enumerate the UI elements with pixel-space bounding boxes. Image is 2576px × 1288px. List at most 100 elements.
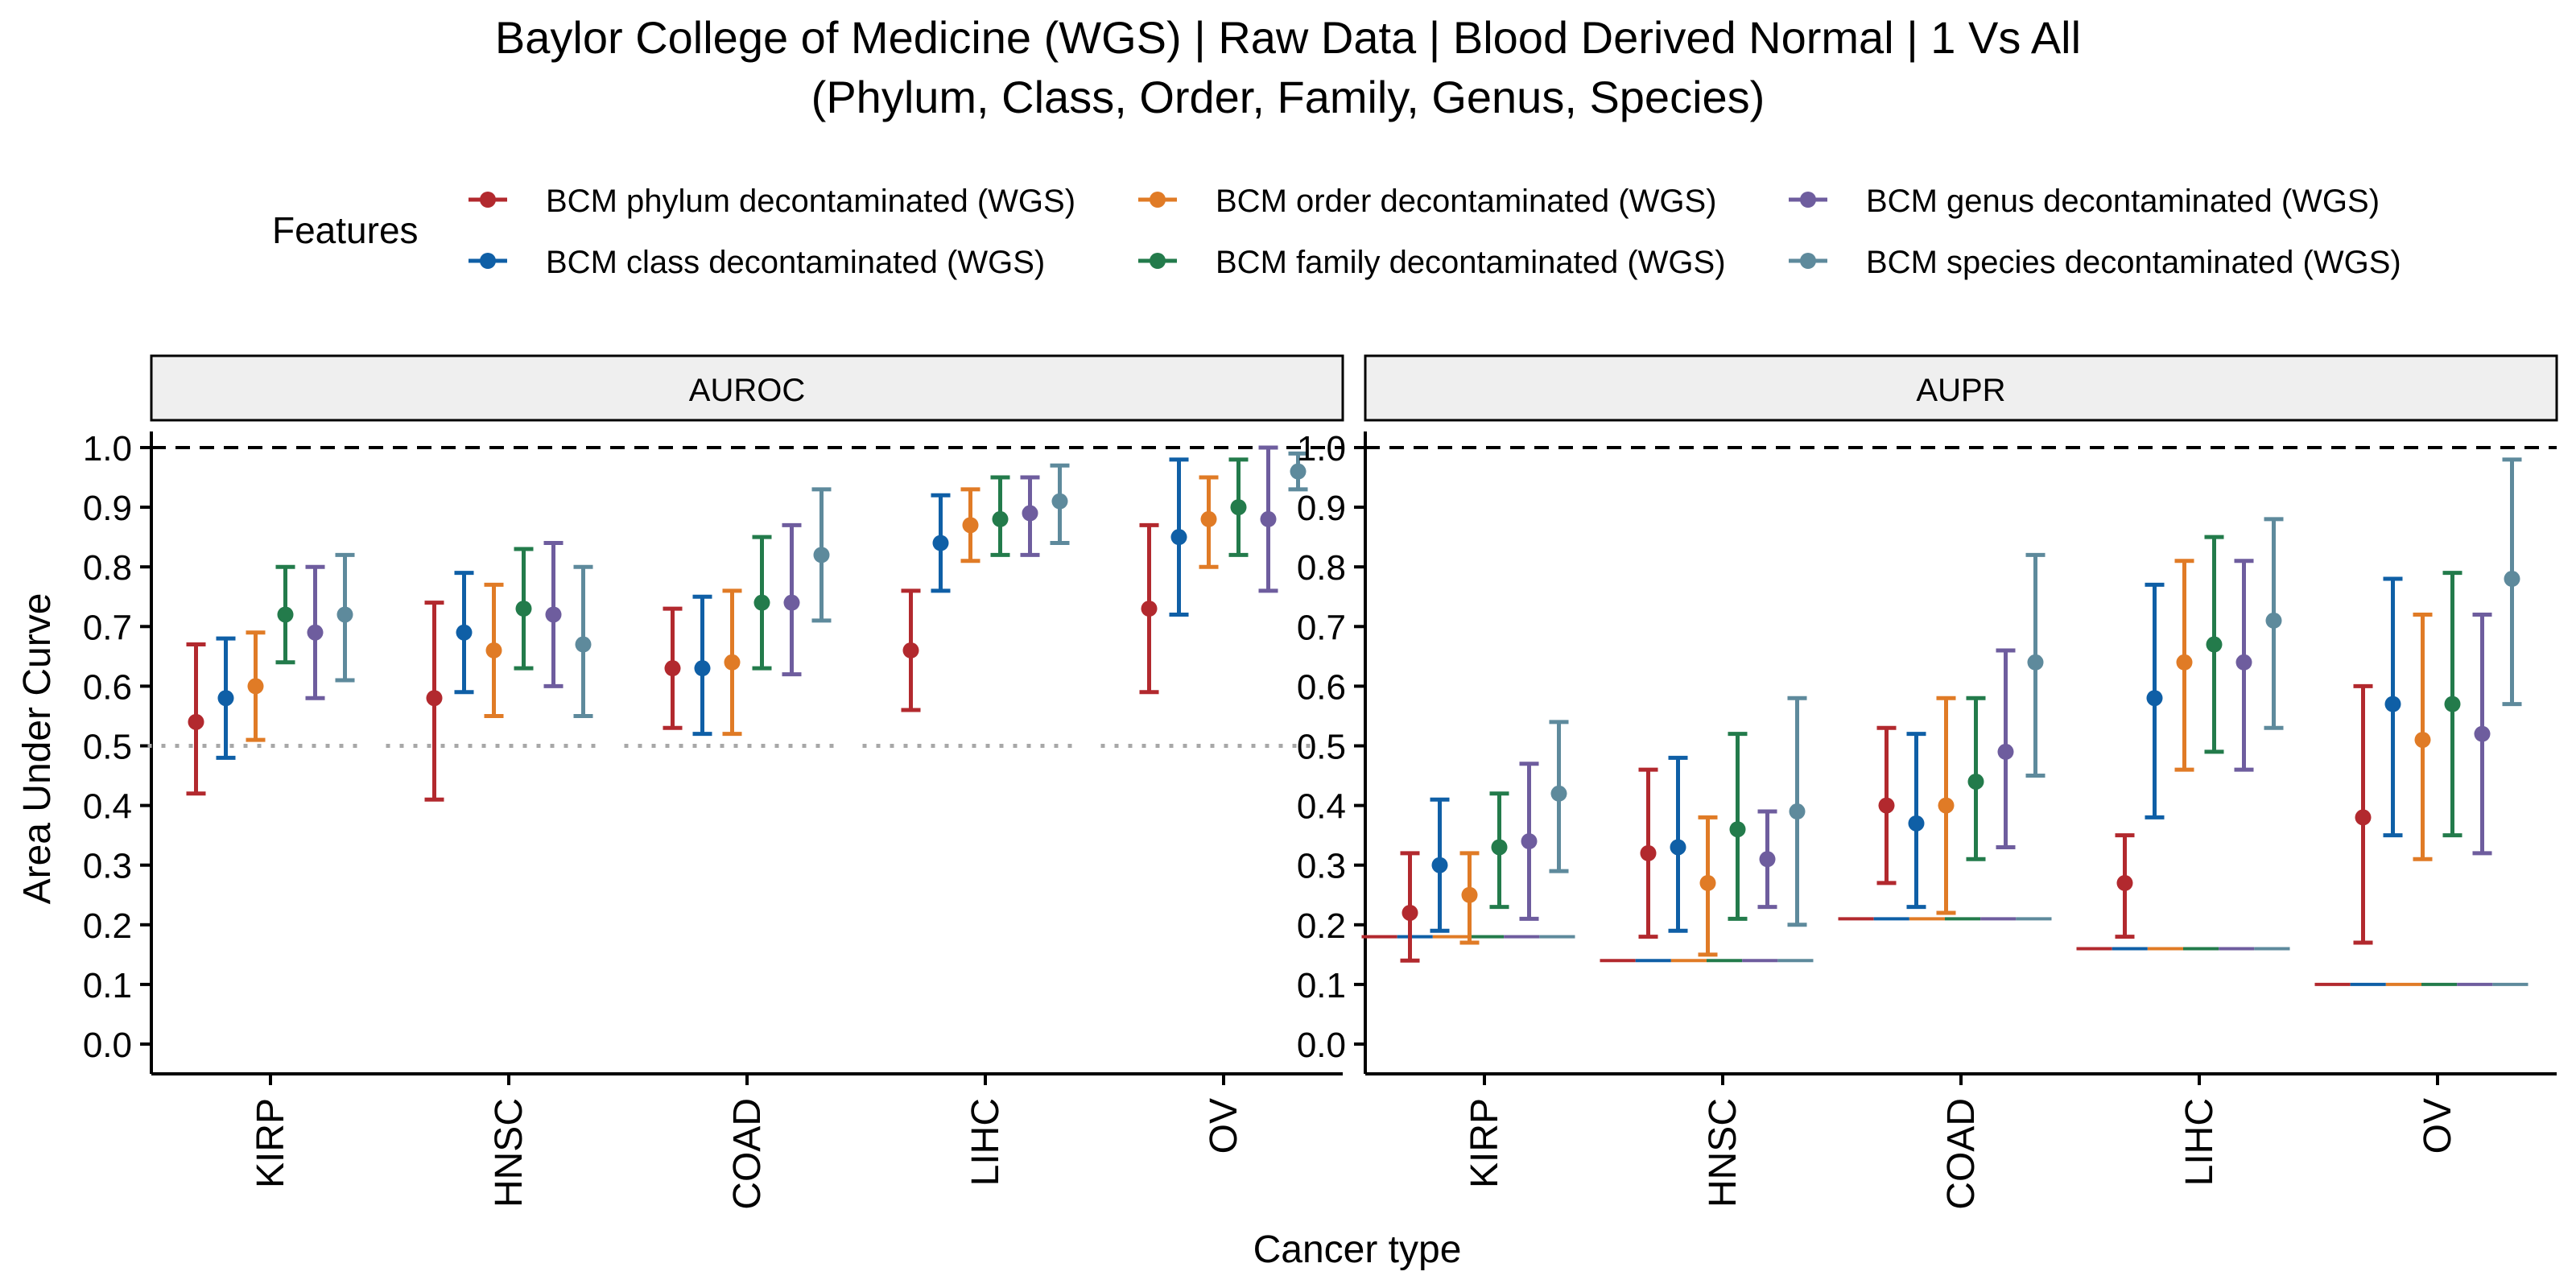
data-point (2413, 612, 2433, 861)
data-point (1489, 791, 1509, 910)
y-tick-label: 0.0 (83, 1026, 132, 1065)
x-tick-label: HNSC (488, 1098, 530, 1208)
point-estimate (1491, 839, 1508, 856)
y-tick-label: 0.1 (83, 966, 132, 1005)
data-point (811, 487, 832, 623)
point-estimate (1908, 815, 1925, 832)
y-tick-label: 0.9 (83, 489, 132, 528)
data-point (2025, 552, 2046, 778)
x-tick-label: COAD (1940, 1098, 1983, 1210)
point-estimate (575, 636, 592, 653)
point-estimate (247, 678, 264, 695)
point-estimate (664, 660, 681, 677)
legend-title: Features (272, 209, 419, 251)
point-estimate (2384, 696, 2401, 712)
legend-item: BCM phylum decontaminated (WGS) (469, 184, 1075, 219)
data-point (1199, 475, 1219, 569)
data-point (1519, 762, 1539, 921)
point-estimate (694, 660, 711, 677)
data-point (1139, 522, 1159, 695)
point-estimate (545, 606, 562, 623)
point-estimate (992, 510, 1009, 527)
data-point (2264, 517, 2284, 730)
point-estimate (485, 642, 502, 658)
point-estimate (1878, 797, 1895, 814)
legend-label: BCM order decontaminated (WGS) (1216, 184, 1716, 219)
data-point (454, 571, 474, 695)
x-tick-label: COAD (726, 1098, 769, 1210)
point-estimate (813, 547, 830, 564)
data-point (1638, 767, 1658, 939)
data-point (1698, 815, 1718, 957)
data-point (2174, 559, 2194, 772)
point-estimate (1461, 886, 1478, 903)
chart-title: Baylor College of Medicine (WGS) | Raw D… (495, 12, 2081, 63)
y-axis-label: Area Under Curve (16, 593, 59, 905)
point-estimate (1997, 743, 2014, 760)
point-estimate (2176, 654, 2193, 671)
point-estimate (2235, 654, 2252, 671)
point-estimate (307, 624, 324, 641)
data-point (1757, 809, 1777, 910)
point-estimate (1051, 493, 1068, 510)
data-point (514, 547, 534, 671)
panel-strip-label: AUROC (689, 373, 805, 408)
point-estimate (2474, 725, 2491, 742)
point-estimate (1789, 803, 1806, 820)
point-estimate (932, 535, 949, 551)
data-point (901, 588, 921, 712)
data-point (663, 606, 683, 730)
point-estimate (217, 690, 234, 707)
y-tick-label: 0.4 (1297, 787, 1346, 827)
data-point (1728, 732, 1748, 921)
point-estimate (1670, 839, 1686, 856)
point-estimate (902, 642, 919, 658)
legend-item: BCM order decontaminated (WGS) (1138, 184, 1716, 219)
data-point (2234, 559, 2254, 772)
point-estimate (1141, 601, 1158, 617)
data-point (1936, 696, 1956, 915)
y-tick-label: 0.7 (83, 608, 132, 647)
y-tick-label: 1.0 (83, 429, 132, 469)
legend-item: BCM class decontaminated (WGS) (469, 245, 1045, 280)
data-point (305, 564, 325, 700)
data-point (1050, 463, 1070, 546)
x-tick-label: HNSC (1702, 1098, 1744, 1208)
data-point (1430, 797, 1450, 933)
y-tick-label: 0.4 (83, 787, 132, 827)
x-axis-label: Cancer type (1253, 1228, 1462, 1271)
point-estimate (456, 624, 473, 641)
point-estimate (1431, 857, 1448, 873)
point-estimate (277, 606, 294, 623)
y-tick-label: 0.3 (1297, 847, 1346, 886)
point-estimate (188, 713, 204, 730)
data-point (1876, 725, 1897, 886)
point-estimate (1640, 844, 1657, 861)
point-estimate (1521, 833, 1538, 850)
point-estimate (1230, 499, 1247, 516)
legend-key-point (480, 192, 496, 208)
y-tick-label: 0.3 (83, 847, 132, 886)
legend-item: BCM genus decontaminated (WGS) (1789, 184, 2380, 219)
data-point (2204, 535, 2224, 754)
y-tick-label: 0.7 (1297, 608, 1346, 647)
plot-panels: AUROC 0.0 0.1 0.2 0.3 0.4 0.5 0.6 0.7 0.8 0.9 1.0 KI… (83, 354, 2558, 1210)
data-point (1906, 732, 1926, 910)
data-point (692, 594, 712, 737)
point-estimate (962, 517, 979, 534)
point-estimate (1759, 851, 1776, 868)
data-point (216, 636, 236, 760)
panel-auroc: AUROC 0.0 0.1 0.2 0.3 0.4 0.5 0.6 0.7 0.8 0.9 1.0 KI… (83, 354, 1344, 1210)
y-tick-label: 0.2 (1297, 906, 1346, 946)
legend-key-point (1150, 192, 1166, 208)
point-estimate (753, 594, 770, 611)
y-tick-label: 0.0 (1297, 1026, 1346, 1065)
y-tick-label: 0.2 (83, 906, 132, 946)
x-tick-label: OV (2417, 1098, 2459, 1154)
data-point (2502, 457, 2522, 707)
legend-item: BCM family decontaminated (WGS) (1138, 245, 1726, 280)
point-estimate (336, 606, 353, 623)
data-point (990, 475, 1010, 557)
panel-strip (150, 354, 1344, 422)
